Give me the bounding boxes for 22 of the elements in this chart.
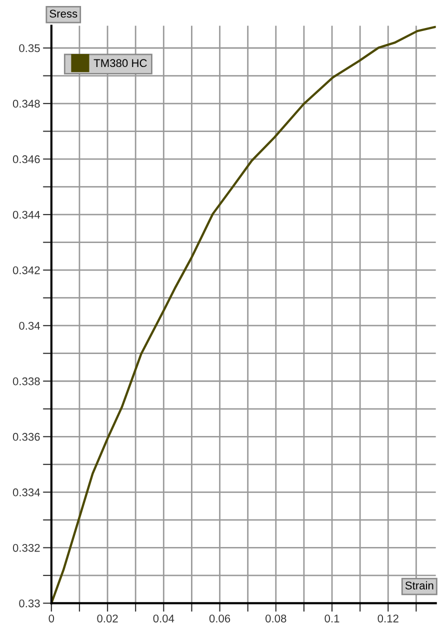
x-tick-label: 0.1: [324, 614, 340, 622]
y-tick-label: 0.33: [19, 599, 40, 608]
x-tick-label: 0.08: [266, 614, 286, 622]
x-tick-label: 0.12: [378, 614, 398, 622]
y-tick-label: 0.336: [12, 432, 40, 441]
x-tick-label: 0.04: [153, 614, 174, 622]
legend-label: TM380 HC: [94, 59, 147, 68]
y-tick-label: 0.34: [19, 322, 40, 330]
line-series: [51, 26, 436, 604]
y-tick-label: 0.334: [12, 488, 40, 496]
x-tick-label: 0.02: [97, 614, 118, 622]
y-tick-label: 0.344: [12, 210, 40, 219]
x-tick-label: 0.06: [209, 614, 230, 622]
x-tick-label: 0: [48, 614, 54, 622]
y-tick-label: 0.35: [19, 44, 40, 52]
y-axis-title: Sress: [50, 10, 78, 18]
y-tick-label: 0.332: [12, 544, 40, 552]
y-tick-label: 0.338: [12, 377, 40, 386]
y-tick-label: 0.342: [12, 266, 40, 274]
x-axis-title: Strain: [405, 581, 434, 590]
y-tick-label: 0.346: [12, 155, 40, 164]
y-tick-label: 0.348: [12, 100, 40, 108]
